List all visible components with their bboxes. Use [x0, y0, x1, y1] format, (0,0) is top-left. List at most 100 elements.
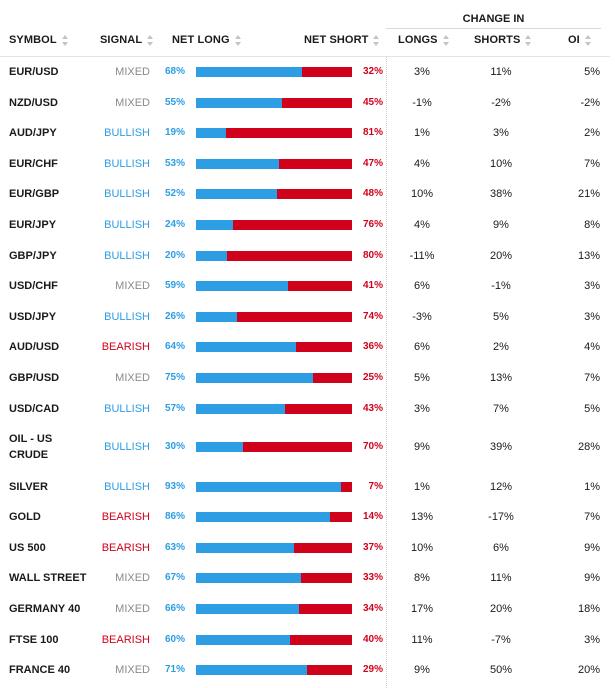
- net-long-value: 68%: [164, 66, 185, 77]
- signal-cell: BEARISH: [101, 511, 150, 523]
- sentiment-bar: [196, 665, 352, 675]
- sentiment-bar: [196, 635, 352, 645]
- net-long-value: 30%: [164, 441, 185, 452]
- change-shorts-cell: 11%: [490, 572, 512, 584]
- symbol-cell[interactable]: EUR/USD: [9, 66, 59, 78]
- change-oi-cell: 3%: [584, 280, 600, 292]
- change-shorts-cell: 50%: [489, 664, 513, 676]
- symbol-cell[interactable]: FTSE 100: [9, 634, 59, 646]
- net-long-fill: [196, 543, 295, 553]
- sentiment-bar: [196, 404, 352, 414]
- net-long-column-header[interactable]: NET LONG: [172, 34, 241, 46]
- sentiment-bar: [196, 512, 352, 522]
- net-short-value: 74%: [362, 311, 383, 322]
- net-long-fill: [196, 67, 303, 77]
- change-longs-cell: 8%: [414, 572, 430, 584]
- signal-cell: MIXED: [115, 603, 150, 615]
- change-longs-cell: 11%: [411, 634, 433, 646]
- symbol-cell[interactable]: USD/CAD: [9, 403, 60, 415]
- change-oi-cell: -2%: [580, 97, 600, 109]
- symbol-cell[interactable]: GBP/USD: [9, 372, 60, 384]
- net-long-fill: [196, 312, 237, 322]
- net-short-value: 37%: [362, 542, 383, 553]
- net-short-column-header[interactable]: NET SHORT: [304, 34, 380, 46]
- net-long-value: 67%: [164, 572, 185, 583]
- symbol-cell[interactable]: GOLD: [9, 511, 41, 523]
- symbol-cell[interactable]: EUR/CHF: [9, 158, 58, 170]
- signal-column-header[interactable]: SIGNAL: [100, 34, 154, 46]
- net-long-header-label: NET LONG: [172, 34, 230, 46]
- sort-icon[interactable]: [373, 34, 380, 46]
- change-shorts-cell: 11%: [490, 66, 512, 78]
- sort-icon[interactable]: [61, 34, 68, 46]
- sort-icon[interactable]: [442, 34, 449, 46]
- symbol-cell[interactable]: FRANCE 40: [9, 664, 71, 676]
- symbol-cell[interactable]: USD/JPY: [9, 311, 57, 323]
- symbol-cell[interactable]: GBP/JPY: [9, 250, 57, 262]
- oi-column-header[interactable]: OI: [568, 34, 591, 46]
- longs-column-header[interactable]: LONGS: [398, 34, 449, 46]
- net-long-fill: [196, 159, 279, 169]
- sentiment-bar: [196, 281, 352, 291]
- net-short-value: 36%: [362, 341, 383, 352]
- net-long-fill: [196, 281, 289, 291]
- sort-icon[interactable]: [525, 34, 532, 46]
- sort-icon[interactable]: [147, 34, 154, 46]
- change-shorts-cell: 13%: [489, 372, 513, 384]
- net-long-value: 24%: [164, 219, 185, 230]
- change-shorts-cell: -2%: [491, 97, 511, 109]
- net-long-value: 86%: [164, 511, 185, 522]
- net-long-value: 59%: [164, 280, 185, 291]
- sentiment-bar: [196, 98, 352, 108]
- net-long-value: 19%: [164, 127, 185, 138]
- net-long-value: 55%: [164, 97, 185, 108]
- net-short-value: 48%: [362, 188, 383, 199]
- symbol-cell[interactable]: GERMANY 40: [9, 603, 81, 615]
- signal-cell: BULLISH: [104, 219, 150, 231]
- net-short-value: 70%: [362, 441, 383, 452]
- change-longs-cell: 4%: [414, 219, 430, 231]
- symbol-cell[interactable]: AUD/USD: [9, 341, 60, 353]
- signal-cell: BULLISH: [104, 481, 150, 493]
- symbol-cell[interactable]: EUR/GBP: [9, 188, 60, 200]
- net-long-fill: [196, 512, 331, 522]
- change-shorts-cell: 20%: [489, 603, 513, 615]
- symbol-cell[interactable]: SILVER: [9, 481, 48, 493]
- change-longs-cell: 3%: [414, 403, 430, 415]
- change-shorts-cell: 39%: [489, 441, 513, 453]
- sentiment-bar: [196, 251, 352, 261]
- net-short-value: 29%: [362, 664, 383, 675]
- symbol-cell[interactable]: NZD/USD: [9, 97, 58, 109]
- change-shorts-cell: 2%: [493, 341, 509, 353]
- sort-icon[interactable]: [234, 34, 241, 46]
- signal-cell: BULLISH: [104, 188, 150, 200]
- symbol-cell[interactable]: US 500: [9, 542, 46, 554]
- change-longs-cell: -11%: [409, 250, 435, 262]
- sentiment-bar: [196, 312, 352, 322]
- net-short-value: 47%: [362, 158, 383, 169]
- net-long-fill: [196, 573, 301, 583]
- symbol-cell[interactable]: AUD/JPY: [9, 127, 57, 139]
- symbol-cell[interactable]: USD/CHF: [9, 280, 58, 292]
- signal-cell: BULLISH: [104, 403, 150, 415]
- shorts-header-label: SHORTS: [474, 34, 521, 46]
- oi-header-label: OI: [568, 34, 580, 46]
- signal-cell: BULLISH: [104, 311, 150, 323]
- change-oi-cell: 3%: [584, 634, 600, 646]
- symbol-column-header[interactable]: SYMBOL: [9, 34, 68, 46]
- sort-icon[interactable]: [584, 34, 591, 46]
- sentiment-bar: [196, 189, 352, 199]
- symbol-cell[interactable]: WALL STREET: [9, 572, 87, 584]
- change-oi-cell: 9%: [584, 542, 600, 554]
- symbol-line-1: OIL - US: [9, 433, 53, 445]
- shorts-column-header[interactable]: SHORTS: [474, 34, 532, 46]
- header-divider: [0, 56, 610, 57]
- symbol-cell[interactable]: OIL - US CRUDE: [9, 431, 52, 463]
- symbol-cell[interactable]: EUR/JPY: [9, 219, 57, 231]
- change-oi-cell: 28%: [577, 441, 600, 453]
- net-long-value: 64%: [164, 341, 185, 352]
- sentiment-bar: [196, 67, 352, 77]
- net-long-fill: [196, 220, 234, 230]
- change-shorts-cell: 7%: [493, 403, 509, 415]
- change-in-divider: [386, 28, 601, 29]
